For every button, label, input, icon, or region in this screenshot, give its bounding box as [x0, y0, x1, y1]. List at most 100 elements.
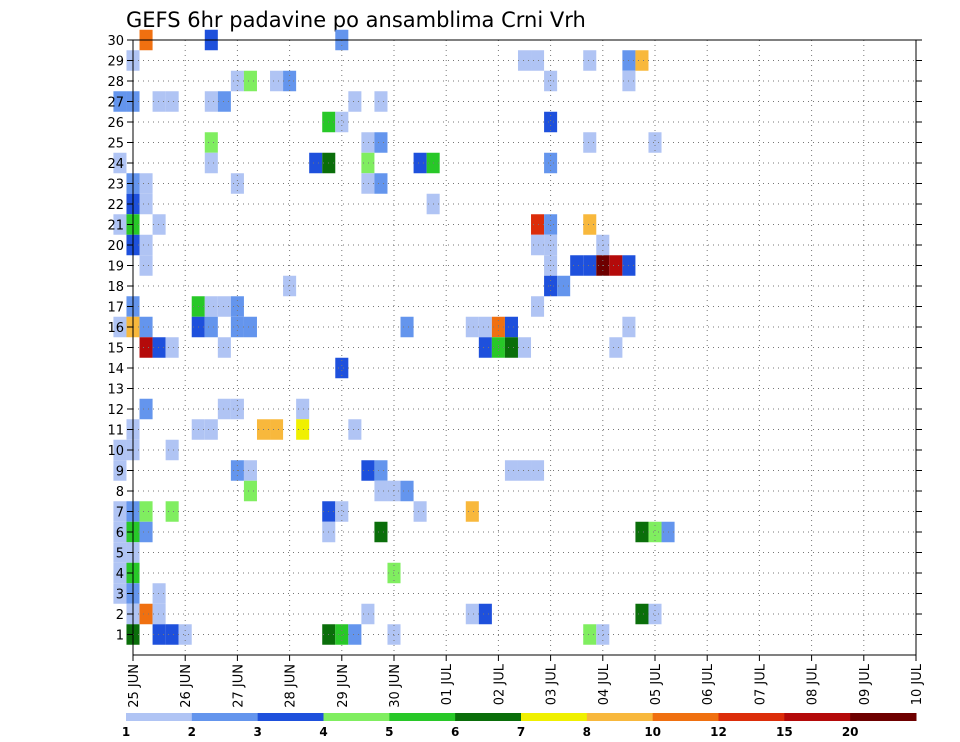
x-tick-label: 26 JUN — [179, 664, 194, 708]
heatmap-cell — [139, 316, 153, 338]
legend-label: 8 — [583, 725, 591, 739]
heatmap-cell — [296, 398, 310, 420]
legend-swatch — [718, 713, 785, 721]
y-tick-label: 7 — [116, 506, 124, 521]
heatmap-cell — [583, 50, 597, 71]
y-tick-label: 6 — [116, 526, 124, 541]
legend-swatch — [652, 713, 719, 721]
y-tick-label: 19 — [107, 260, 124, 275]
heatmap-cell — [465, 603, 479, 625]
heatmap-cell — [609, 255, 623, 276]
legend-label: 20 — [842, 725, 859, 739]
heatmap-cell — [413, 501, 427, 522]
heatmap-cell — [217, 296, 231, 317]
heatmap-cell — [361, 460, 375, 481]
heatmap-cell — [217, 337, 231, 358]
heatmap-cell — [139, 173, 153, 194]
heatmap-cell — [152, 624, 166, 645]
heatmap-cell — [335, 111, 349, 133]
legend-label: 6 — [451, 725, 459, 739]
heatmap-cell — [230, 398, 244, 420]
heatmap-cell — [387, 562, 401, 584]
heatmap-cell — [374, 521, 388, 543]
y-tick-label: 4 — [116, 567, 124, 582]
y-tick-label: 20 — [107, 239, 124, 254]
heatmap-cell — [230, 296, 244, 317]
y-tick-label: 8 — [116, 485, 124, 500]
grid-lines — [133, 39, 916, 655]
heatmap-cell — [217, 91, 231, 112]
y-tick-label: 29 — [107, 55, 124, 70]
y-tick-label: 28 — [107, 75, 124, 90]
y-tick-label: 22 — [107, 198, 124, 213]
legend-label: 1 — [122, 725, 130, 739]
y-tick-label: 13 — [107, 383, 124, 398]
heatmap-cell — [517, 50, 532, 71]
heatmap-cell — [374, 132, 388, 153]
y-tick-label: 11 — [107, 424, 124, 439]
heatmap-cell — [531, 460, 545, 481]
heatmap-cell — [648, 603, 662, 625]
heatmap-cell — [400, 480, 414, 502]
heatmap-cell — [204, 316, 218, 338]
legend-label: 10 — [644, 725, 661, 739]
x-tick-label: 07 JUL — [753, 663, 768, 705]
heatmap-cell — [335, 501, 349, 522]
heatmap-cell — [152, 214, 166, 235]
heatmap-cell — [348, 624, 362, 645]
y-tick-label: 9 — [116, 465, 124, 480]
heatmap-cell — [374, 480, 388, 502]
y-tick-label: 24 — [107, 157, 124, 172]
heatmap-cell — [478, 337, 492, 358]
heatmap-cell — [243, 460, 257, 481]
legend-swatch — [323, 713, 390, 721]
heatmap-cell — [531, 50, 545, 71]
heatmap-cell — [230, 316, 244, 338]
x-tick-label: 04 JUL — [597, 663, 612, 705]
chart-title: GEFS 6hr padavine po ansamblima Crni Vrh — [126, 8, 586, 32]
heatmap-cell — [648, 132, 662, 153]
y-tick-label: 23 — [107, 178, 124, 193]
x-tick-label: 02 JUL — [492, 663, 507, 705]
heatmap-cell — [596, 624, 610, 645]
y-tick-label: 16 — [107, 321, 124, 336]
legend-swatch — [521, 713, 588, 721]
heatmap-cell — [139, 521, 153, 543]
heatmap-cell — [465, 316, 479, 338]
heatmap-cell — [113, 521, 127, 543]
legend-label: 15 — [776, 725, 793, 739]
heatmap-cell — [113, 214, 127, 235]
x-tick-label: 01 JUL — [440, 663, 455, 705]
x-tick-label: 03 JUL — [545, 663, 560, 705]
legend-swatch — [784, 713, 851, 721]
heatmap-cell — [583, 132, 597, 153]
x-tick-label: 29 JUN — [336, 664, 351, 708]
heatmap-cell — [152, 603, 166, 625]
x-tick-label: 28 JUN — [284, 664, 299, 708]
heatmap-cell — [400, 316, 414, 338]
heatmap-cell — [204, 296, 218, 317]
y-tick-label: 18 — [107, 280, 124, 295]
heatmap-cell — [165, 337, 179, 358]
heatmap-cell — [609, 337, 623, 358]
heatmap-cell — [635, 603, 649, 625]
heatmap-cell — [204, 152, 218, 174]
y-tick-label: 1 — [116, 629, 124, 644]
heatmap-cell — [113, 152, 127, 174]
legend-swatch — [455, 713, 522, 721]
heatmap-cell — [478, 603, 492, 625]
heatmap-cell — [583, 255, 597, 276]
y-tick-label: 5 — [116, 547, 124, 562]
y-tick-label: 17 — [107, 301, 124, 316]
heatmap-cell — [113, 562, 127, 584]
legend-swatch — [257, 713, 324, 721]
heatmap-cell — [531, 296, 545, 317]
heatmap-cell — [113, 91, 127, 112]
heatmap-cell — [465, 501, 479, 522]
x-tick-label: 10 JUL — [910, 663, 925, 705]
heatmap-cell — [374, 173, 388, 194]
heatmap-cell — [335, 624, 349, 645]
heatmap-cell — [217, 398, 231, 420]
heatmap-cell — [139, 234, 153, 256]
